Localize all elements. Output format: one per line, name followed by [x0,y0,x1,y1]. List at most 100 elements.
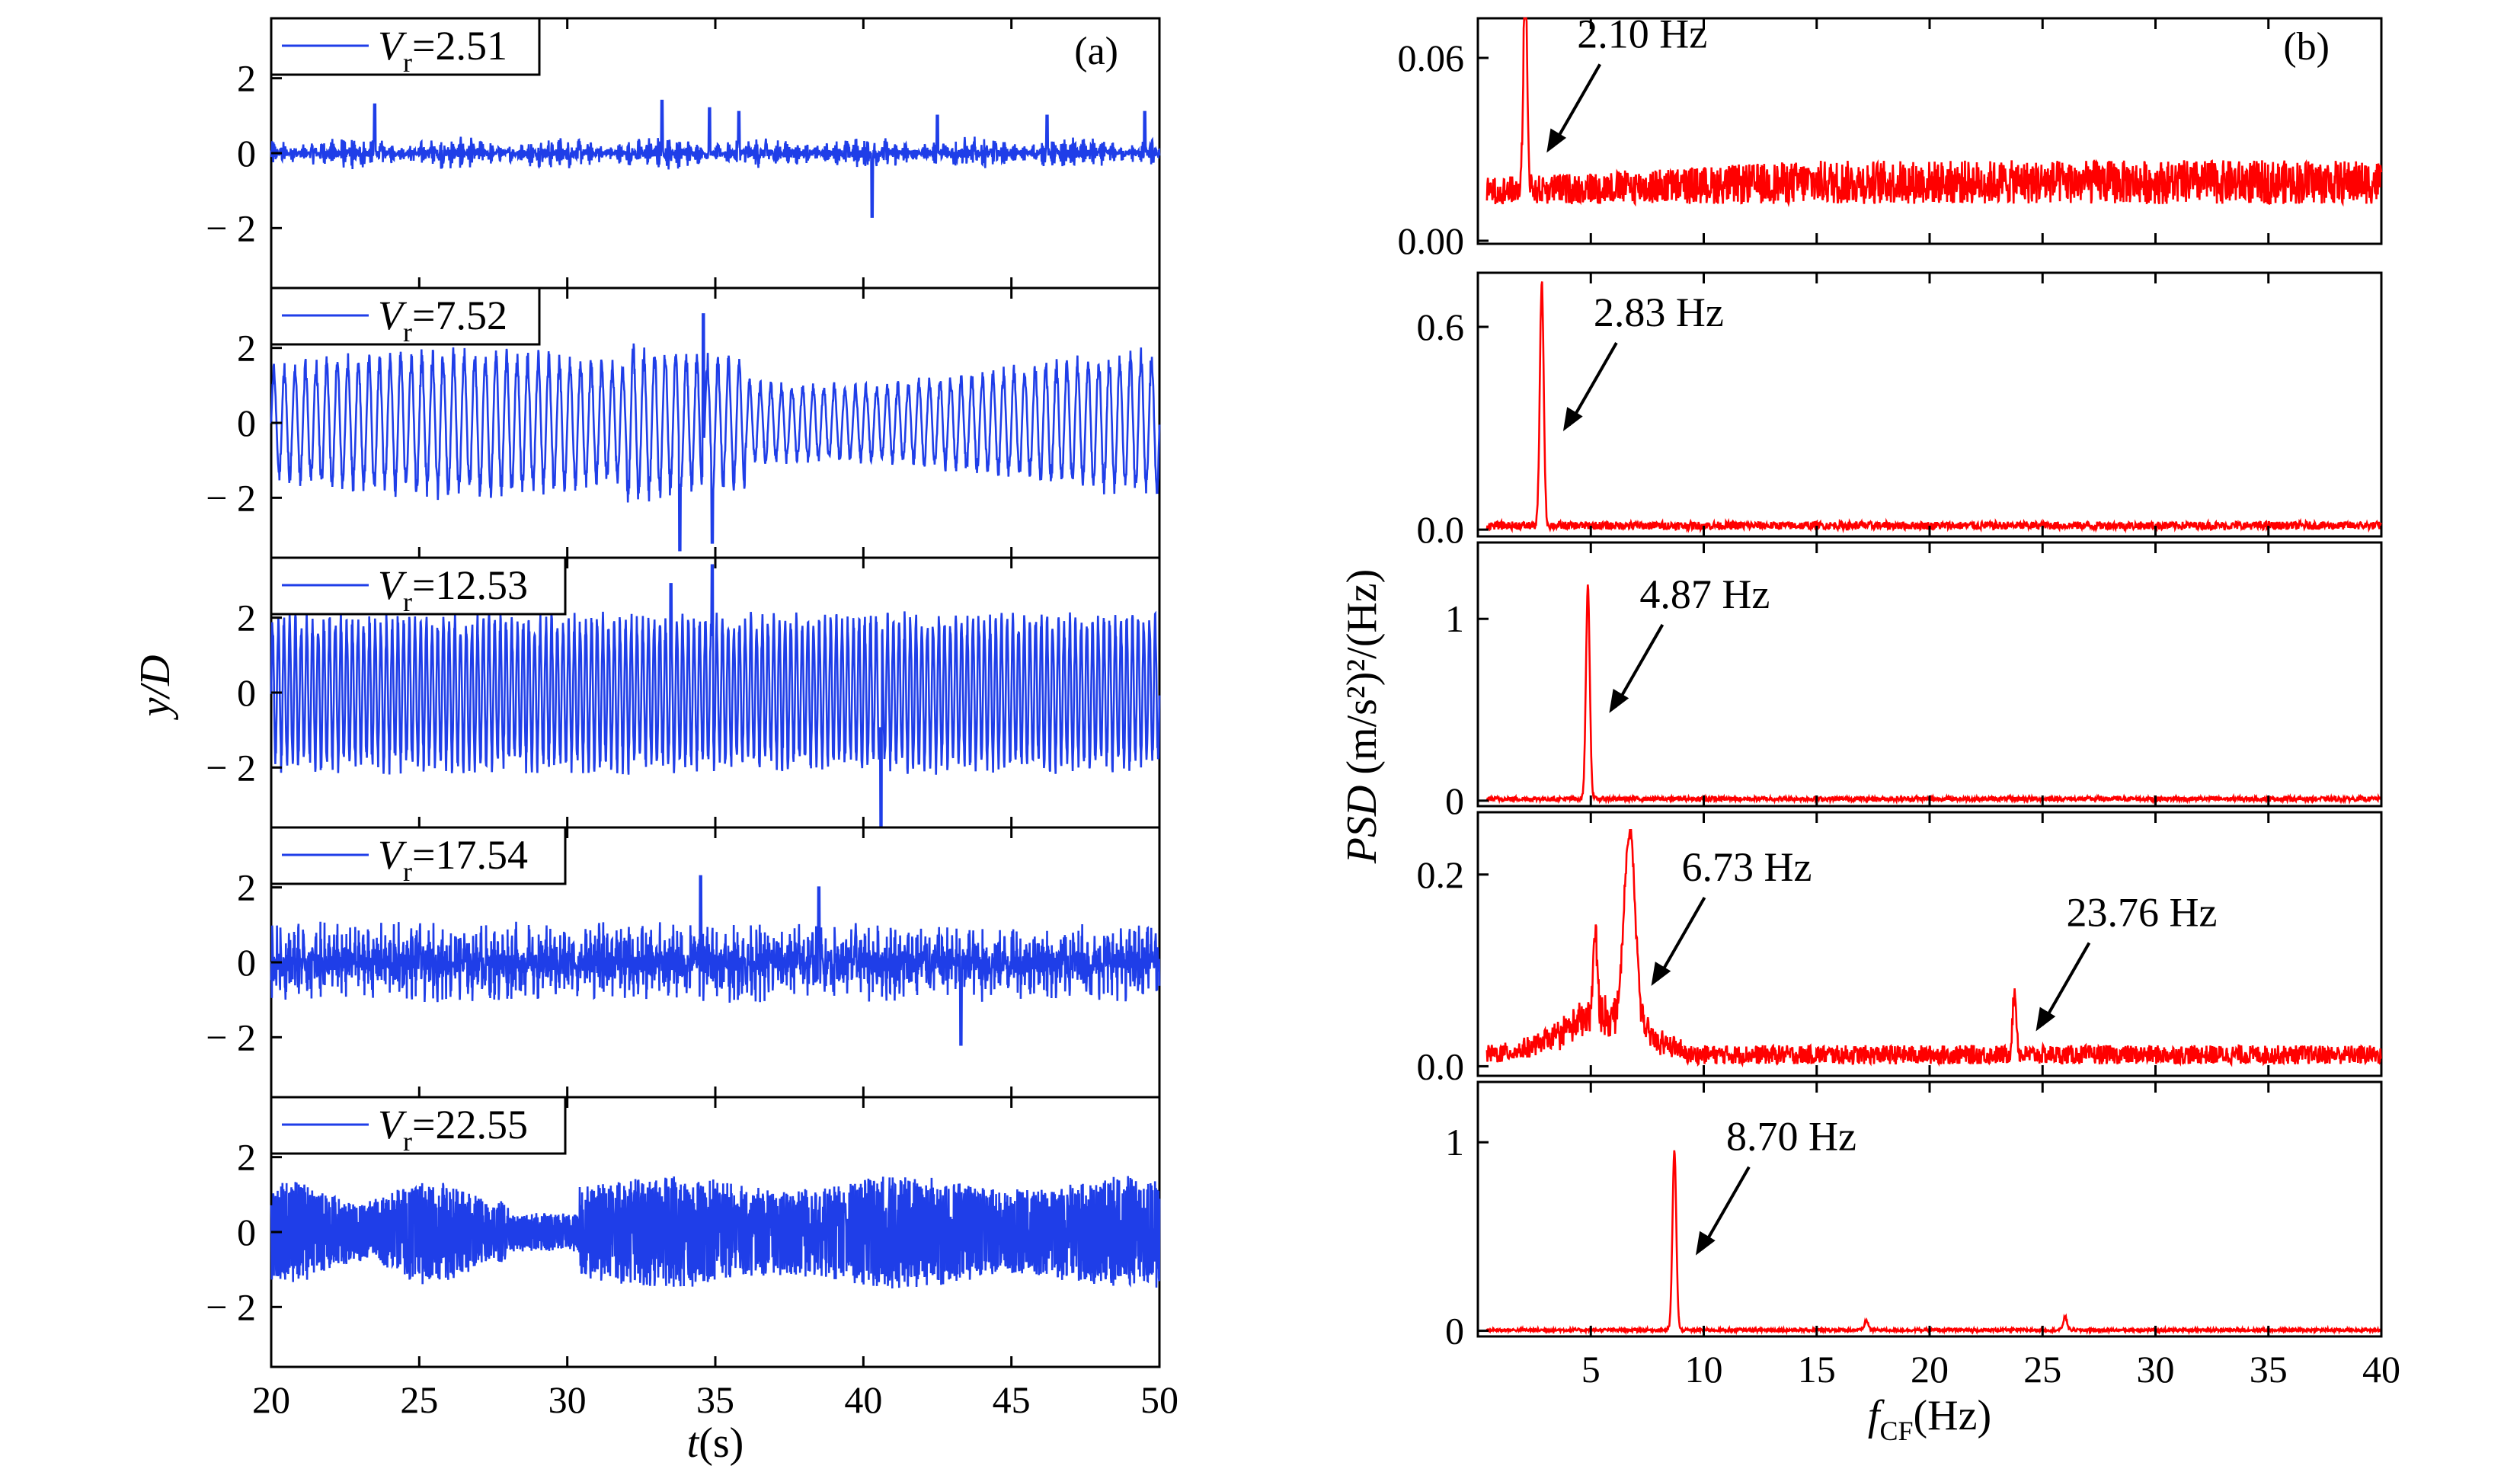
legend-value: =22.55 [412,1102,528,1147]
legend-label: Vr=2.51 [378,23,507,78]
psd-line-3 [1485,584,2383,805]
x-tick-label: 45 [993,1378,1031,1421]
annotation-arrow-shaft [1655,897,1706,981]
y-tick-label: 2 [237,866,256,909]
y-tick-label: 0.2 [1417,853,1465,896]
y-tick-label: 0.00 [1398,219,1465,262]
y-tick-label: − 2 [206,1285,256,1328]
y-tick-label: 2 [237,57,256,100]
subplot-a-3: 2 0 − 2 Vr=12.53 [206,556,1161,829]
x-axis-title: t(s) [687,1419,744,1467]
subplot-b-5: 1 0 8.70 Hz [1445,1080,2383,1352]
legend-value: =2.51 [412,23,507,69]
y-tick-label: − 2 [206,206,256,249]
legend-symbol: V [378,23,408,69]
x-tick-label: 25 [400,1378,438,1421]
y-tick-label: − 2 [206,476,256,519]
annotation-arrow-shaft [1613,623,1665,708]
subplot-a-2: 2 0 − 2 Vr=7.52 [206,286,1161,559]
peak-annotation: 2.83 Hz [1562,290,1724,432]
legend-subscript: r [403,317,412,347]
x-tick-label: 10 [1685,1348,1723,1391]
y-tick-label: 0 [237,1211,256,1253]
y-tick-label: 0.0 [1417,508,1465,551]
annotation-arrow-shaft [1551,63,1601,148]
peak-annotation: 8.70 Hz [1695,1114,1856,1256]
y-tick-label: 2 [237,327,256,370]
annotation-arrow-shaft [2040,942,2091,1026]
y-tick-label: 0.0 [1417,1045,1465,1087]
legend-symbol: V [378,832,408,878]
legend: Vr=2.51 [270,17,541,78]
legend-symbol: V [378,293,408,338]
panel-a-tag: (a) [1074,30,1118,73]
series-line-2 [270,313,1161,552]
annotation-arrow-head [2036,1007,2056,1032]
subplot-a-1: 2 0 − 2 Vr=2.51 [206,17,1161,290]
legend-value: =12.53 [412,562,528,608]
y-tick-label: 0.6 [1417,306,1465,348]
legend-label: Vr=7.52 [378,293,507,347]
x-tick-label: 25 [2023,1348,2061,1391]
x-tick-label: 40 [844,1378,882,1421]
subplot-b-4: 0.2 0.0 6.73 Hz 23.76 Hz [1417,811,2383,1087]
series-line-1 [270,99,1161,218]
x-tick-label: 30 [548,1378,587,1421]
legend-label: Vr=12.53 [378,562,528,617]
x-tick-label: 40 [2362,1348,2400,1391]
legend-subscript: r [403,856,412,887]
legend: Vr=22.55 [270,1096,567,1157]
legend-subscript: r [403,587,412,617]
legend-value: =7.52 [412,293,507,338]
peak-label: 4.87 Hz [1639,571,1770,617]
psd-line-1 [1485,17,2383,208]
x-tick-label: 50 [1140,1378,1178,1421]
y-tick-label: − 2 [206,1016,256,1058]
legend-subscript: r [403,47,412,78]
y-tick-label: − 2 [206,746,256,789]
y-tick-label: 0 [237,671,256,714]
subplot-b-3: 1 0 4.87 Hz [1445,541,2383,822]
legend-symbol: V [378,562,408,608]
x-axis-title-unit: (s) [699,1419,744,1467]
annotation-arrow-shaft [1568,342,1618,427]
annotation-arrow-head [1695,1231,1716,1256]
y-tick-label: 0 [237,941,256,984]
y-axis-title-symbol: PSD [1338,786,1386,865]
x-axis-title-unit: (Hz) [1914,1392,1992,1439]
peak-annotation: 23.76 Hz [2036,889,2217,1032]
legend: Vr=7.52 [270,286,541,347]
annotation-arrow-head [1609,688,1629,713]
subplot-a-4: 2 0 − 2 Vr=17.54 [206,826,1161,1099]
legend-value: =17.54 [412,832,528,878]
y-tick-label: 0 [237,402,256,444]
x-tick-label: 35 [696,1378,734,1421]
peak-label: 6.73 Hz [1682,844,1812,890]
y-tick-label: 1 [1445,1121,1464,1163]
psd-line-5 [1485,1150,2383,1336]
x-tick-label: 20 [252,1378,290,1421]
annotation-arrow-shaft [1700,1166,1751,1250]
y-axis-title: PSD (m/s²)²/(Hz) [1338,569,1386,865]
peak-annotation: 2.10 Hz [1546,11,1707,153]
x-tick-label: 5 [1581,1348,1601,1391]
legend-symbol: V [378,1102,408,1147]
x-tick-label: 30 [2137,1348,2175,1391]
annotation-arrow-head [1562,407,1583,432]
legend: Vr=12.53 [270,556,567,617]
legend: Vr=17.54 [270,826,567,887]
psd-line-4 [1485,828,2382,1068]
legend-label: Vr=22.55 [378,1102,528,1157]
series-line-3 [270,564,1161,829]
peak-label: 2.10 Hz [1577,11,1707,56]
peak-label: 2.83 Hz [1594,290,1724,335]
y-tick-label: 2 [237,597,256,639]
subplot-a-5: 2 0 − 2 Vr=22.55 [206,1096,1161,1368]
subplot-frame [1476,1080,2383,1338]
subplot-b-2: 0.6 0.0 2.83 Hz [1417,271,2383,551]
y-axis-title-symbol: y/D [132,655,179,721]
peak-label: 8.70 Hz [1726,1114,1856,1160]
